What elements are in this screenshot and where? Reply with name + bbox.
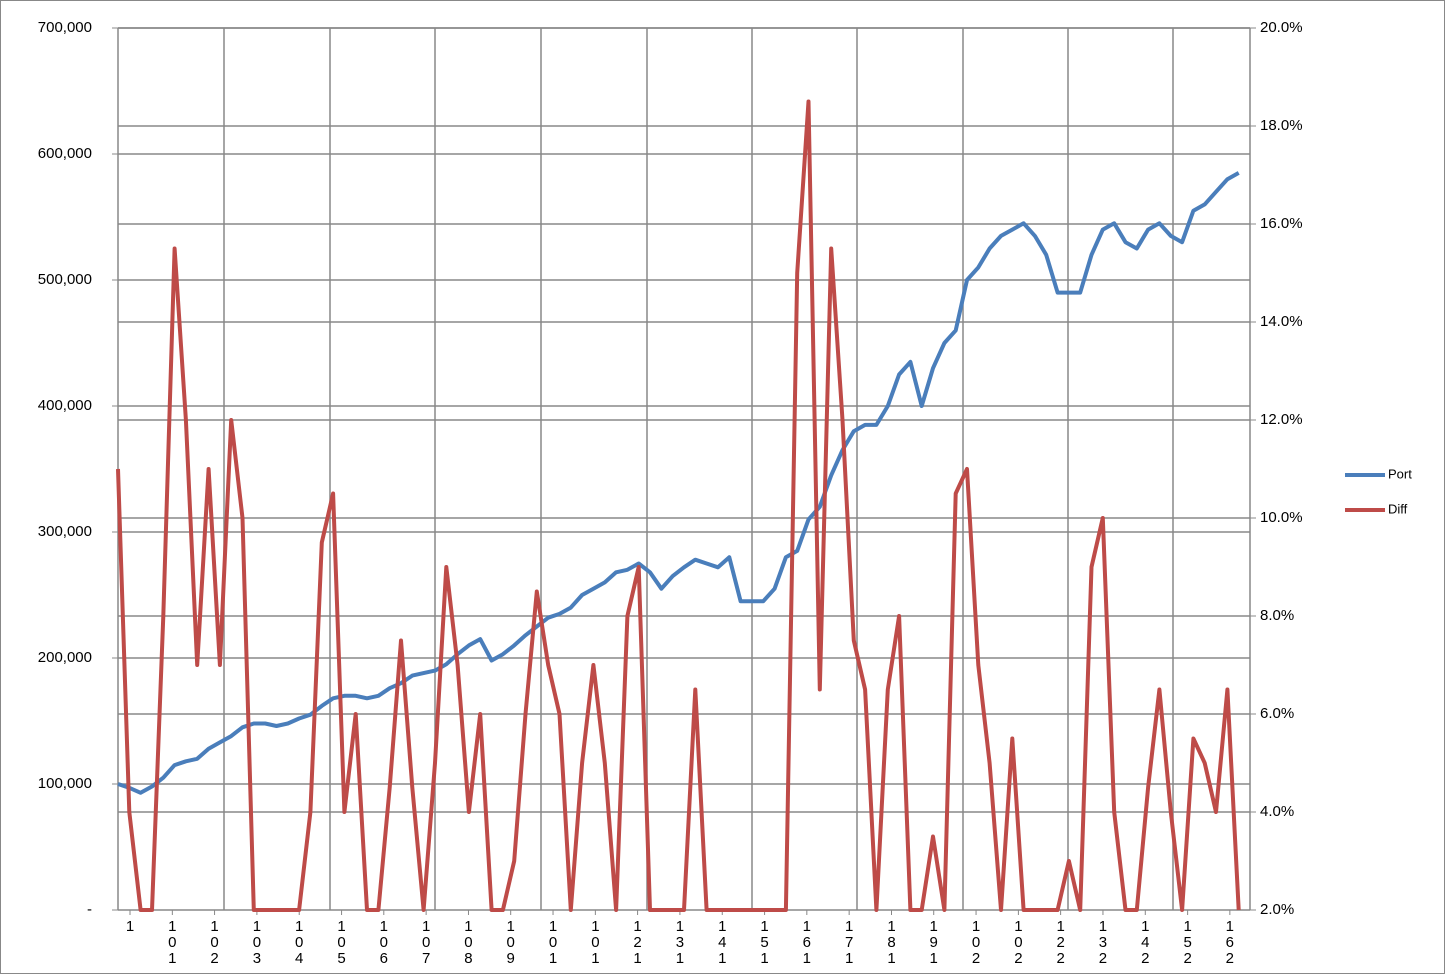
y2-tick-label: 18.0% xyxy=(1260,117,1303,134)
y-tick-label: 700,000 xyxy=(38,19,92,36)
y-tick-label: 600,000 xyxy=(38,145,92,162)
y-tick-label: 400,000 xyxy=(38,397,92,414)
y2-tick-label: 12.0% xyxy=(1260,411,1303,428)
y2-tick-label: 20.0% xyxy=(1260,19,1303,36)
y-tick-label: 100,000 xyxy=(38,775,92,792)
y-tick-label: - xyxy=(87,901,92,918)
y2-tick-label: 14.0% xyxy=(1260,313,1303,330)
series-line xyxy=(117,171,1240,795)
series-line xyxy=(116,99,1241,912)
legend-label: Diff xyxy=(1388,501,1408,516)
vertical-grid xyxy=(223,28,1174,910)
y2-tick-label: 6.0% xyxy=(1260,705,1294,722)
x-tick-label: 1 xyxy=(126,918,134,935)
legend-label: Port xyxy=(1388,466,1412,481)
y2-tick-label: 16.0% xyxy=(1260,215,1303,232)
y-tick-label: 300,000 xyxy=(38,523,92,540)
y2-tick-label: 8.0% xyxy=(1260,607,1294,624)
y2-tick-label: 10.0% xyxy=(1260,509,1303,526)
y2-tick-label: 4.0% xyxy=(1260,803,1294,820)
y-tick-label: 200,000 xyxy=(38,649,92,666)
y2-tick-label: 2.0% xyxy=(1260,901,1294,918)
y-tick-label: 500,000 xyxy=(38,271,92,288)
